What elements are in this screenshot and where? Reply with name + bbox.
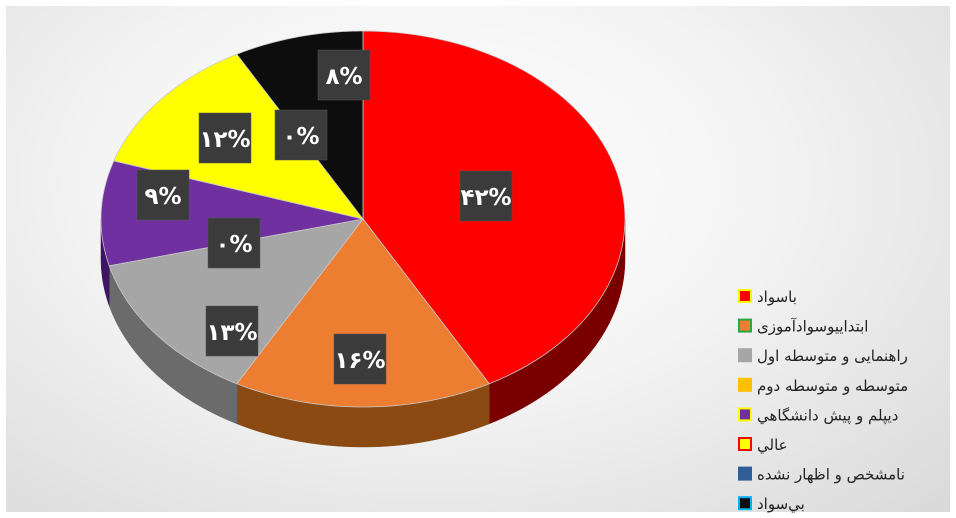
data-label-2: ۱۶%	[333, 333, 387, 385]
data-label-text: ۱۲%	[199, 127, 250, 153]
data-label-8: ۸%	[317, 49, 371, 101]
legend-item[interactable]: باسواد	[738, 288, 797, 306]
pie-slice-3[interactable]	[108, 218, 364, 385]
data-label-text: ۹%	[144, 184, 181, 210]
legend: باسواد ابتداييوسوادآموزی راهنمایی و متوسطه…	[738, 288, 908, 514]
data-label-text: ۰%	[282, 124, 319, 150]
data-label-7: ۰%	[274, 109, 328, 161]
data-label-text: ۰%	[215, 232, 252, 258]
legend-label-3: راهنمایی و متوسطه اول	[757, 347, 908, 365]
data-label-text: ۸%	[325, 64, 362, 90]
legend-label-4: متوسطه و متوسطه دوم	[757, 377, 908, 395]
legend-marker-6	[738, 437, 752, 451]
legend-marker-7	[738, 466, 752, 481]
data-label-text: ۱۶%	[334, 348, 385, 374]
legend-marker-5	[738, 407, 752, 422]
legend-item[interactable]: متوسطه و متوسطه دوم	[738, 377, 908, 395]
legend-marker-8	[738, 496, 752, 511]
legend-label-8: بي‌سواد	[757, 495, 805, 514]
legend-item[interactable]: ديپلم و پيش دانشگاهي	[738, 406, 898, 425]
data-label-text: ۴۲%	[460, 185, 511, 211]
data-label-1: ۴۲%	[459, 170, 513, 222]
legend-item[interactable]: ابتداييوسوادآموزی	[738, 318, 868, 336]
legend-marker-4	[738, 377, 752, 392]
legend-label-7: نامشخص و اظهار نشده	[757, 466, 905, 484]
legend-marker-2	[738, 318, 752, 333]
legend-label-5: ديپلم و پيش دانشگاهي	[757, 406, 898, 425]
legend-item[interactable]: راهنمایی و متوسطه اول	[738, 347, 908, 365]
data-label-3: ۱۳%	[205, 305, 259, 357]
legend-item[interactable]: بي‌سواد	[738, 495, 805, 514]
legend-marker-1	[738, 289, 752, 303]
legend-label-2: ابتداييوسوادآموزی	[757, 318, 868, 336]
legend-item[interactable]: نامشخص و اظهار نشده	[738, 466, 905, 484]
legend-label-1: باسواد	[757, 288, 797, 306]
pie-slice-2[interactable]	[236, 218, 490, 408]
data-labels: ۴۲% ۱۶% ۱۳% ۰% ۹% ۱۲% ۰% ۸%	[136, 49, 513, 385]
legend-label-6: عالي	[757, 436, 788, 455]
legend-item[interactable]: عالي	[738, 436, 788, 455]
data-label-text: ۱۳%	[206, 320, 257, 346]
data-label-5: ۹%	[136, 169, 190, 221]
data-label-6: ۱۲%	[198, 112, 252, 164]
legend-marker-3	[738, 348, 752, 363]
data-label-4: ۰%	[207, 217, 261, 269]
